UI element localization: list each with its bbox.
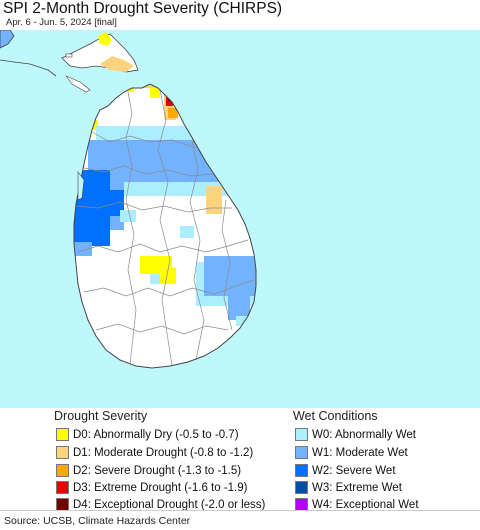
legend-item-w2: W2: Severe Wet [295,463,396,478]
central-w0-patch-2 [180,226,194,238]
legend-swatch-w3 [295,481,308,494]
legend-label-w4: W4: Exceptional Wet [312,498,419,511]
legend-label-d1: D1: Moderate Drought (-0.8 to -1.2) [73,446,254,459]
w0-band-mid [118,182,228,196]
legend-item-d1: D1: Moderate Drought (-0.8 to -1.2) [56,445,253,460]
central-d0-block-2 [156,268,176,284]
legend-swatch-d3 [56,481,69,494]
sri-lanka-outline [73,83,257,369]
legend-item-w4: W4: Exceptional Wet [295,497,419,512]
legend-label-w3: W3: Extreme Wet [312,481,402,494]
drought-legend-title: Drought Severity [54,409,148,423]
wet-legend-title: Wet Conditions [293,409,378,423]
legend-item-d2: D2: Severe Drought (-1.3 to -1.5) [56,463,241,478]
legend-label-w2: W2: Severe Wet [312,464,396,477]
legend-swatch-d1 [56,446,69,459]
w0-band-north [96,126,216,140]
mannar-island [65,75,91,93]
w1-west-tail [74,242,92,256]
legend-label-w0: W0: Abnormally Wet [312,428,416,441]
legend-item-w0: W0: Abnormally Wet [295,427,416,442]
north-d0-patch-2 [150,88,160,98]
jaffna-drought-d1 [100,56,134,72]
legend-item-d0: D0: Abnormally Dry (-0.5 to -0.7) [56,427,239,442]
trinco-d2-patch [168,108,178,118]
w2-west-ext [98,190,124,216]
footer-divider [0,510,480,511]
legend-item-w3: W3: Extreme Wet [295,480,402,495]
jaffna-drought-d0 [98,32,112,46]
east-d1-patch [206,186,222,214]
se-w1-tail [228,296,250,320]
w0-west-spots [120,210,136,222]
map-subtitle: Apr. 6 - Jun. 5, 2024 [final] [6,17,117,28]
puttalam-lagoon [77,171,85,201]
legend-label-d3: D3: Extreme Drought (-1.6 to -1.9) [73,481,248,494]
map-title: SPI 2-Month Drought Severity (CHIRPS) [3,0,283,17]
legend-swatch-d0 [56,428,69,441]
legend-swatch-w0 [295,428,308,441]
legend-item-w1: W1: Moderate Wet [295,445,408,460]
source-credit: Source: UCSB, Climate Hazards Center [4,515,191,527]
central-w0-patch [150,274,160,284]
legend-label-d2: D2: Severe Drought (-1.3 to -1.5) [73,464,242,477]
legend-swatch-d2 [56,464,69,477]
district-boundaries [75,89,255,367]
legend-swatch-w2 [295,464,308,477]
small-island [65,53,73,58]
india-coast [0,59,57,77]
drought-map [0,30,480,408]
legend-label-d4: D4: Exceptional Drought (-2.0 or less) [73,498,266,511]
legend-swatch-w1 [295,446,308,459]
legend-item-d3: D3: Extreme Drought (-1.6 to -1.9) [56,480,247,495]
legend-label-d0: D0: Abnormally Dry (-0.5 to -0.7) [73,428,239,441]
india-landmass [0,30,15,49]
se-w0-tail [236,316,248,326]
legend-label-w1: W1: Moderate Wet [312,446,408,459]
